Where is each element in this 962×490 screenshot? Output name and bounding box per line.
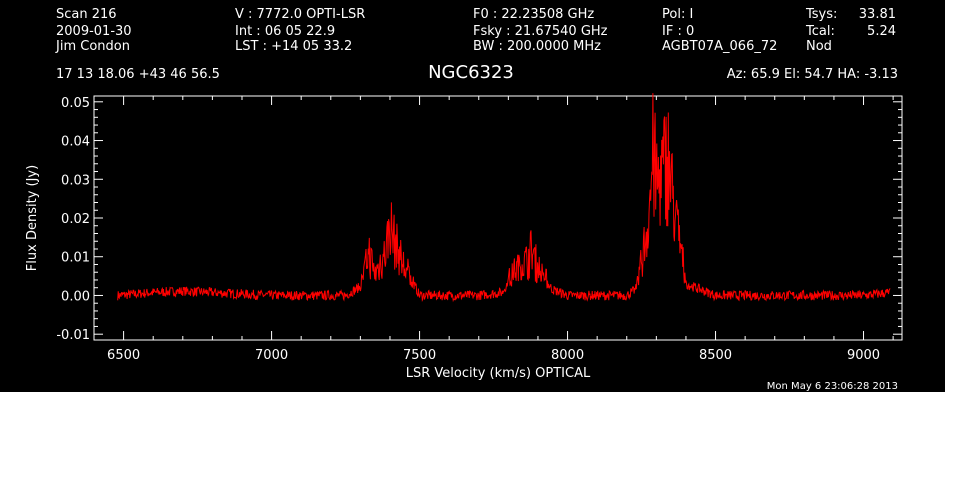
- y-axis-label: Flux Density (Jy): [25, 165, 40, 271]
- plot-frame: [93, 95, 903, 341]
- x-axis-label: LSR Velocity (km/s) OPTICAL: [406, 366, 591, 381]
- header-col1: Scan 216 2009-01-30 Jim Condon: [55, 7, 132, 54]
- header-scan: Scan 216: [56, 7, 117, 22]
- header-date: 2009-01-30: [56, 24, 132, 39]
- header-observer: Jim Condon: [55, 39, 130, 54]
- y-tick-label: 0.04: [61, 135, 90, 150]
- header-tcal-value: 5.24: [867, 24, 896, 39]
- x-tick-label: 7000: [255, 348, 288, 363]
- header-nod-label: Nod: [806, 39, 832, 54]
- header-col3: F0 : 22.23508 GHz Fsky : 21.67540 GHz BW…: [473, 7, 608, 54]
- source-name: NGC6323: [428, 62, 514, 83]
- y-tick-label: -0.01: [56, 328, 90, 343]
- x-tick-label: 8000: [551, 348, 584, 363]
- header-coords: 17 13 18.06 +43 46 56.5: [56, 67, 220, 82]
- x-tick-label: 6500: [107, 348, 140, 363]
- header-if: IF : 0: [662, 24, 694, 39]
- header-pol: Pol: I: [662, 7, 693, 22]
- x-tick-label: 8500: [699, 348, 732, 363]
- header-azel: Az: 65.9 El: 54.7 HA: -3.13: [727, 67, 898, 82]
- header-velocity: V : 7772.0 OPTI-LSR: [235, 7, 365, 22]
- y-tick-labels: -0.01 0.00 0.01 0.02 0.03 0.04 0.05: [56, 96, 90, 343]
- header-col4: Pol: I IF : 0 AGBT07A_066_72: [662, 7, 777, 54]
- spectrum-svg: Scan 216 2009-01-30 Jim Condon V : 7772.…: [25, 7, 903, 392]
- header-project: AGBT07A_066_72: [662, 39, 777, 54]
- axis-ticks: [93, 96, 902, 340]
- header-lst: LST : +14 05 33.2: [235, 39, 352, 54]
- header-tsys-label: Tsys:: [805, 7, 837, 22]
- header-f0: F0 : 22.23508 GHz: [473, 7, 594, 22]
- y-tick-label: 0.00: [61, 289, 90, 304]
- plot-timestamp: Mon May 6 23:06:28 2013: [767, 381, 898, 392]
- x-tick-label: 7500: [403, 348, 436, 363]
- header-col2: V : 7772.0 OPTI-LSR Int : 06 05 22.9 LST…: [235, 7, 365, 54]
- header-tcal-label: Tcal:: [805, 24, 835, 39]
- x-tick-labels: 6500 7000 7500 8000 8500 9000: [107, 348, 880, 363]
- y-tick-label: 0.01: [61, 251, 90, 266]
- spectrum-plot: Scan 216 2009-01-30 Jim Condon V : 7772.…: [0, 0, 945, 392]
- header-fsky: Fsky : 21.67540 GHz: [473, 24, 608, 39]
- header-int: Int : 06 05 22.9: [235, 24, 335, 39]
- y-tick-label: 0.02: [61, 212, 90, 227]
- header-bw: BW : 200.0000 MHz: [473, 39, 601, 54]
- y-tick-label: 0.05: [61, 96, 90, 111]
- header-col5: Tsys: Tcal: Nod 33.81 5.24: [805, 7, 896, 54]
- x-tick-label: 9000: [847, 348, 880, 363]
- header-tsys-value: 33.81: [859, 7, 896, 22]
- y-tick-label: 0.03: [61, 173, 90, 188]
- spectrum-line: [117, 93, 891, 303]
